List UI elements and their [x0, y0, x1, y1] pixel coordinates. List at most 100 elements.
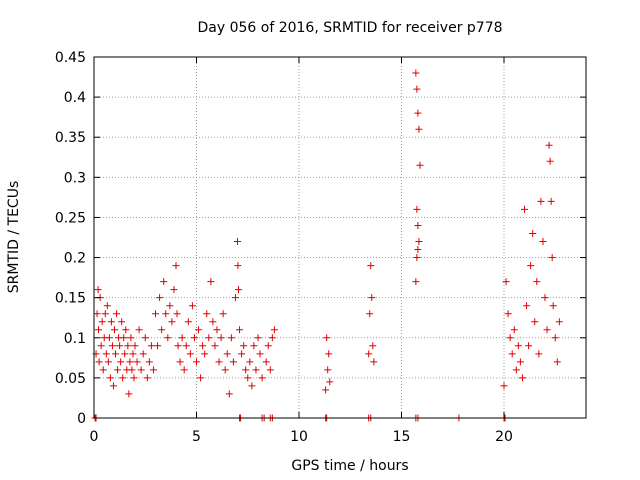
- data-point: [246, 358, 254, 366]
- data-point: [97, 342, 105, 350]
- data-point: [270, 326, 278, 334]
- data-point: [184, 318, 192, 326]
- data-point: [553, 358, 561, 366]
- y-tick-label: 0.15: [55, 291, 86, 307]
- x-tick-label: 5: [192, 429, 201, 445]
- data-point: [227, 334, 235, 342]
- data-point: [111, 326, 118, 334]
- data-point: [527, 262, 535, 270]
- x-tick-label: 0: [90, 429, 99, 445]
- data-point: [414, 246, 422, 254]
- y-tick-label: 0.4: [64, 90, 86, 106]
- data-point: [117, 358, 125, 366]
- data-point: [413, 254, 421, 262]
- y-tick-label: 0.2: [64, 251, 86, 267]
- data-point: [413, 205, 421, 213]
- data-point: [106, 374, 114, 382]
- data-point: [414, 109, 422, 117]
- data-point: [205, 334, 213, 342]
- data-point: [506, 334, 514, 342]
- data-point: [412, 69, 420, 77]
- data-point: [197, 374, 205, 382]
- data-point: [508, 350, 516, 358]
- y-tick-label: 0.05: [55, 371, 86, 387]
- data-point: [121, 350, 129, 358]
- data-point: [555, 318, 563, 326]
- data-point: [130, 374, 138, 382]
- data-point: [504, 310, 512, 318]
- data-point: [416, 161, 424, 169]
- data-point: [99, 366, 107, 374]
- data-point: [242, 366, 250, 374]
- data-point: [229, 358, 237, 366]
- data-point: [250, 342, 258, 350]
- data-point: [180, 366, 188, 374]
- data-point: [107, 318, 115, 326]
- data-point: [170, 286, 178, 294]
- plot-frame: [93, 56, 587, 419]
- data-point: [141, 334, 149, 342]
- data-point: [234, 262, 242, 270]
- data-point: [104, 358, 112, 366]
- data-point: [101, 310, 109, 318]
- data-point: [543, 326, 551, 334]
- data-point: [129, 350, 137, 358]
- data-point: [525, 342, 533, 350]
- data-point: [219, 310, 227, 318]
- data-point: [326, 378, 334, 386]
- data-point: [217, 334, 225, 342]
- data-point: [518, 374, 526, 382]
- data-point: [254, 334, 262, 342]
- data-point: [108, 342, 116, 350]
- data-point: [199, 342, 207, 350]
- data-point: [126, 358, 134, 366]
- data-point: [133, 358, 141, 366]
- data-point: [514, 342, 522, 350]
- data-point: [176, 358, 184, 366]
- data-point: [105, 334, 113, 342]
- data-point: [135, 326, 143, 334]
- data-point: [173, 310, 181, 318]
- data-point: [370, 358, 378, 366]
- data-point: [225, 390, 233, 398]
- data-point: [414, 221, 422, 229]
- data-point: [415, 125, 423, 133]
- data-point: [166, 302, 174, 310]
- data-point: [365, 350, 373, 358]
- data-point: [510, 326, 518, 334]
- data-point: [182, 342, 190, 350]
- data-point: [262, 358, 270, 366]
- data-point: [223, 350, 231, 358]
- data-point: [529, 229, 537, 237]
- data-point: [415, 238, 423, 246]
- data-point: [256, 350, 264, 358]
- data-point: [368, 294, 376, 302]
- data-point: [128, 366, 136, 374]
- data-point: [93, 310, 101, 318]
- data-point: [131, 342, 139, 350]
- data-point: [203, 310, 211, 318]
- data-point: [323, 334, 331, 342]
- data-point: [143, 374, 151, 382]
- data-point: [94, 286, 102, 294]
- data-point: [244, 374, 252, 382]
- data-point: [201, 350, 209, 358]
- data-point: [521, 205, 528, 213]
- data-point: [154, 342, 162, 350]
- data-point: [152, 310, 159, 318]
- data-point: [413, 85, 421, 93]
- y-tick-label: 0.25: [55, 210, 86, 226]
- x-axis-label: GPS time / hours: [291, 458, 408, 474]
- data-point: [221, 366, 229, 374]
- data-point: [114, 366, 122, 374]
- data-point: [512, 366, 520, 374]
- data-point: [122, 326, 130, 334]
- x-tick-label: 20: [495, 429, 513, 445]
- data-point: [162, 310, 170, 318]
- data-point: [137, 366, 145, 374]
- data-point: [235, 286, 243, 294]
- data-point: [116, 342, 124, 350]
- data-point: [502, 278, 510, 286]
- data-point: [207, 278, 215, 286]
